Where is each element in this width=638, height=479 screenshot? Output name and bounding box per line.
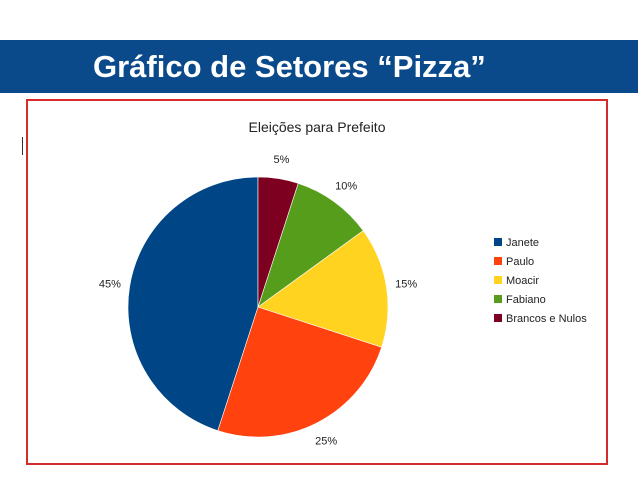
slice-label-janete: 45%: [99, 279, 121, 291]
slice-label-brancos-e-nulos: 5%: [274, 154, 290, 166]
slice-label-paulo: 25%: [315, 436, 337, 448]
legend-swatch-moacir: [494, 276, 502, 284]
legend-swatch-brancos-e-nulos: [494, 314, 502, 322]
legend-label-fabiano: Fabiano: [506, 294, 546, 306]
pie-slice-brancos-e-nulos: [257, 176, 299, 308]
side-mark: [22, 137, 23, 155]
slide-title: Gráfico de Setores “Pizza”: [93, 49, 486, 84]
slice-label-fabiano: 10%: [335, 181, 357, 193]
pie-slice-janete: [127, 176, 259, 432]
legend-swatch-janete: [494, 238, 502, 246]
legend-label-moacir: Moacir: [506, 275, 539, 287]
legend-label-paulo: Paulo: [506, 256, 534, 268]
pie-slice-paulo: [217, 306, 383, 438]
legend-label-janete: Janete: [506, 237, 539, 249]
pie-slice-moacir: [257, 230, 389, 348]
legend-swatch-fabiano: [494, 295, 502, 303]
title-band: [0, 40, 638, 93]
legend-label-brancos-e-nulos: Brancos e Nulos: [506, 313, 587, 325]
chart-title: Eleições para Prefeito: [249, 119, 386, 135]
pie-slice-fabiano: [257, 182, 364, 308]
slice-label-moacir: 15%: [395, 279, 417, 291]
legend-swatch-paulo: [494, 257, 502, 265]
